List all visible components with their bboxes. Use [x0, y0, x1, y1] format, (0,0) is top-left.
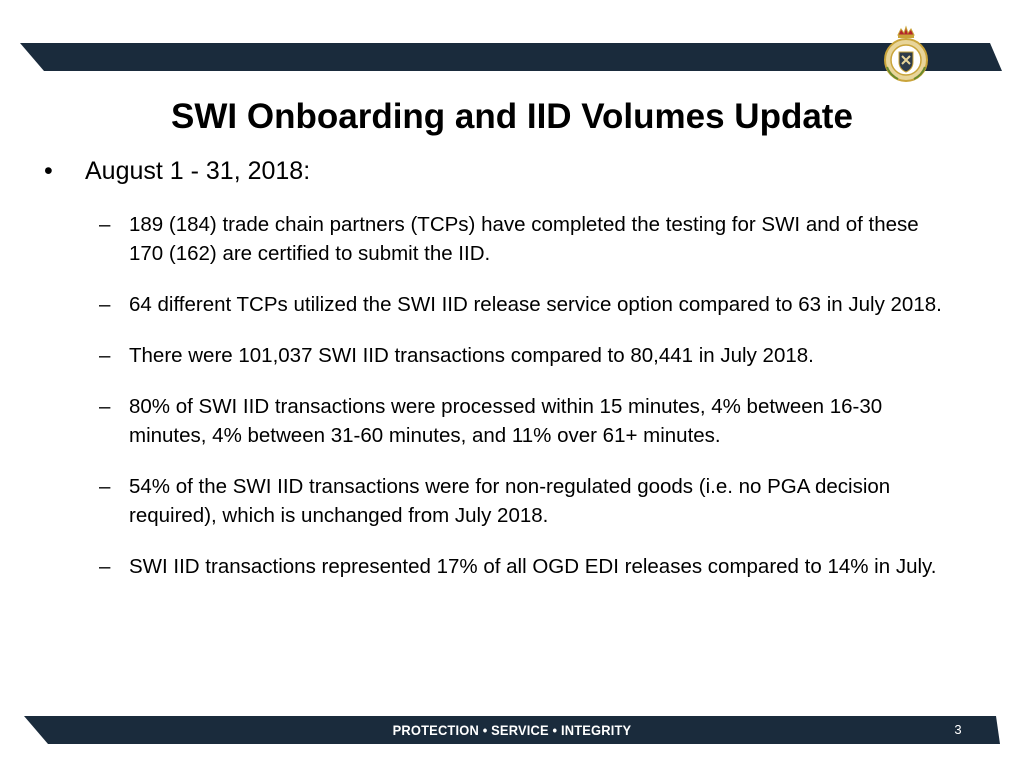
sub-bullet-text: SWI IID transactions represented 17% of … [129, 555, 937, 578]
agency-crest-icon [878, 25, 934, 83]
sub-bullet-marker: – [99, 293, 111, 316]
header-bar [0, 43, 1024, 71]
sub-bullet-item: – 189 (184) trade chain partners (TCPs) … [99, 210, 949, 268]
sub-bullet-text: 54% of the SWI IID transactions were for… [129, 475, 891, 527]
main-bullet-text: August 1 - 31, 2018: [85, 157, 311, 185]
sub-bullet-marker: – [99, 344, 111, 367]
sub-bullet-text: 64 different TCPs utilized the SWI IID r… [129, 293, 942, 316]
sub-bullet-marker: – [99, 213, 111, 236]
sub-bullet-item: – 64 different TCPs utilized the SWI IID… [99, 290, 949, 319]
sub-bullet-marker: – [99, 475, 111, 498]
sub-bullet-item: – SWI IID transactions represented 17% o… [99, 552, 949, 581]
sub-bullet-marker: – [99, 395, 111, 418]
sub-bullet-item: – 80% of SWI IID transactions were proce… [99, 392, 949, 450]
sub-bullet-text: 189 (184) trade chain partners (TCPs) ha… [129, 213, 919, 265]
page-number: 3 [954, 722, 962, 737]
footer-bar-shape [24, 716, 1000, 744]
slide-title: SWI Onboarding and IID Volumes Update [171, 97, 853, 136]
bullet-marker: • [44, 157, 53, 185]
footer-motto: PROTECTION • SERVICE • INTEGRITY [392, 722, 632, 738]
sub-bullet-text: There were 101,037 SWI IID transactions … [129, 344, 814, 367]
footer-bar: PROTECTION • SERVICE • INTEGRITY 3 [0, 716, 1024, 744]
header-bar-shape [20, 43, 1002, 71]
sub-bullet-text: 80% of SWI IID transactions were process… [129, 395, 883, 447]
sub-bullet-list: – 189 (184) trade chain partners (TCPs) … [99, 210, 949, 603]
sub-bullet-item: – 54% of the SWI IID transactions were f… [99, 472, 949, 530]
sub-bullet-item: – There were 101,037 SWI IID transaction… [99, 341, 949, 370]
sub-bullet-marker: – [99, 555, 111, 578]
